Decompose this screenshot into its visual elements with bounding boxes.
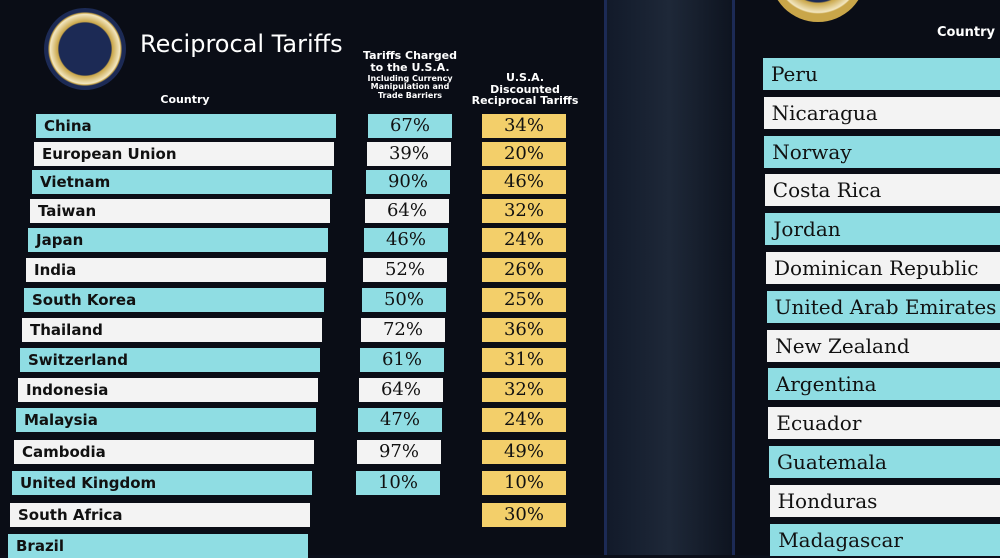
- right-board: Country Peru Nicaragua Norway Costa Rica Jor…: [732, 0, 1000, 556]
- country-cell: Guatemala: [769, 446, 1000, 478]
- charged-cell: 72%: [361, 318, 445, 342]
- country-cell: European Union: [34, 142, 334, 166]
- discounted-cell: 24%: [482, 408, 566, 432]
- country-cell: Ecuador: [768, 407, 1000, 440]
- country-cell: United Arab Emirates: [766, 290, 1000, 323]
- country-cell: New Zealand: [767, 329, 1000, 362]
- charged-cell: 50%: [362, 288, 446, 312]
- country-cell: Costa Rica: [764, 174, 1000, 207]
- country-cell: Cambodia: [14, 440, 314, 464]
- country-cell: Peru: [763, 58, 1000, 90]
- charged-cell: 39%: [367, 142, 451, 166]
- charged-cell: 46%: [364, 228, 448, 252]
- discounted-cell: 20%: [482, 142, 566, 166]
- discounted-cell: 25%: [482, 288, 566, 312]
- discounted-cell: 36%: [482, 318, 566, 342]
- charged-cell: 90%: [366, 170, 450, 194]
- charged-cell: 52%: [363, 258, 447, 282]
- country-cell: South Africa: [10, 503, 310, 527]
- country-cell: Malaysia: [16, 408, 316, 432]
- country-cell: China: [36, 114, 336, 138]
- discounted-cell: 24%: [482, 228, 566, 252]
- country-cell: Vietnam: [32, 170, 332, 194]
- country-cell: Japan: [28, 228, 328, 252]
- country-cell: Jordan: [765, 213, 1000, 246]
- country-cell: Brazil: [8, 534, 308, 558]
- discounted-cell: 49%: [482, 440, 566, 464]
- discounted-cell: 32%: [482, 378, 566, 402]
- charged-cell: 97%: [357, 440, 441, 464]
- discounted-cell: 34%: [482, 114, 566, 138]
- charged-note: Including Currency Manipulation and Trad…: [367, 74, 453, 100]
- country-cell: United Kingdom: [12, 471, 312, 495]
- seal: [44, 8, 126, 90]
- country-cell: Indonesia: [18, 378, 318, 402]
- left-board: Reciprocal Tariffs Country Tariffs Charg…: [8, 0, 607, 558]
- charged-cell: 61%: [360, 348, 444, 372]
- discounted-header: U.S.A. Discounted Reciprocal Tariffs: [471, 71, 579, 108]
- country-cell: Taiwan: [30, 199, 330, 223]
- country-cell: Nicaragua: [763, 96, 1000, 129]
- country-cell: Thailand: [22, 318, 322, 342]
- country-cell: Norway: [764, 135, 1000, 168]
- country-cell: Honduras: [769, 484, 1000, 517]
- country-cell: Switzerland: [20, 348, 320, 372]
- charged-cell: 67%: [368, 114, 452, 138]
- charged-cell: 64%: [365, 199, 449, 223]
- country-cell: South Korea: [24, 288, 324, 312]
- discounted-cell: 30%: [482, 503, 566, 527]
- discounted-cell: 46%: [482, 170, 566, 194]
- discounted-cell: 26%: [482, 258, 566, 282]
- background-wall: [607, 0, 732, 555]
- country-header: Country: [936, 25, 996, 40]
- charged-cell: 47%: [358, 408, 442, 432]
- country-cell: Argentina: [767, 368, 1000, 401]
- country-cell: Dominican Republic: [766, 252, 1000, 284]
- charged-header: Tariffs Charged to the U.S.A.: [363, 49, 457, 74]
- discounted-cell: 31%: [482, 348, 566, 372]
- country-cell: India: [26, 258, 326, 282]
- country-header: Country: [160, 93, 210, 106]
- charged-cell: 10%: [356, 471, 440, 495]
- country-cell: Madagascar: [770, 523, 1000, 556]
- discounted-cell: 10%: [482, 471, 566, 495]
- charged-cell: 64%: [359, 378, 443, 402]
- board-title: Reciprocal Tariffs: [140, 30, 343, 58]
- discounted-cell: 32%: [482, 199, 566, 223]
